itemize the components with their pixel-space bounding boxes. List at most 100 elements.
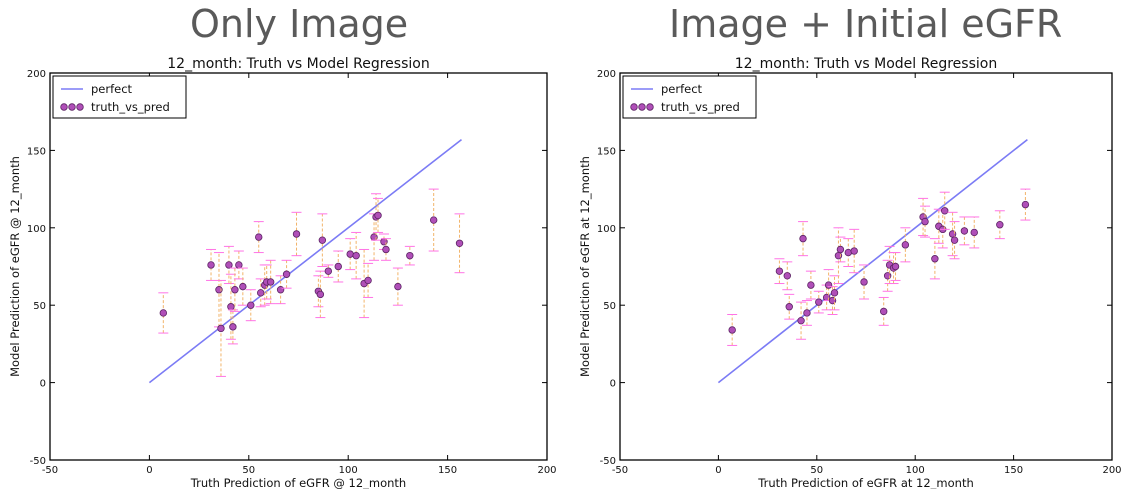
data-point [239, 282, 247, 291]
x-tick-label: 200 [537, 465, 556, 476]
data-point [324, 267, 333, 275]
y-tick-label: 100 [597, 224, 616, 235]
data-point [850, 247, 858, 255]
legend-point-swatch [60, 103, 68, 111]
data-point [775, 267, 784, 275]
legend-point-swatch [638, 103, 646, 111]
plot-frame [619, 72, 1113, 461]
y-tick-label: -50 [600, 456, 616, 467]
legend-label-perfect: perfect [91, 82, 133, 96]
data-point [282, 270, 291, 278]
data-point [860, 278, 868, 286]
x-axis-label: Truth Prediction of eGFR @ 12_month [190, 476, 406, 489]
y-tick-label: 50 [33, 301, 46, 312]
x-tick-label: 50 [242, 465, 255, 476]
data-point [352, 251, 360, 260]
x-tick-label: 200 [1102, 465, 1121, 476]
data-point [374, 211, 382, 220]
data-point [276, 286, 285, 294]
data-point [836, 245, 845, 254]
y-tick-label: -50 [30, 456, 46, 467]
x-tick-label: 150 [1004, 465, 1023, 476]
data-point [227, 303, 235, 311]
x-tick-label: 100 [906, 465, 925, 476]
y-tick-label: 150 [27, 146, 46, 157]
data-point [382, 245, 390, 254]
x-tick-label: -50 [612, 465, 628, 476]
data-point [346, 250, 354, 258]
data-point [815, 298, 823, 306]
panel-heading-only-image: Only Image [190, 2, 409, 46]
x-tick-label: -50 [42, 465, 58, 476]
data-point [229, 323, 237, 331]
legend-box [52, 75, 187, 119]
legend-point-swatch [68, 103, 76, 111]
y-tick-label: 100 [27, 224, 46, 235]
data-point [880, 307, 888, 316]
data-point [217, 324, 225, 333]
data-point [364, 276, 372, 285]
legend-box [622, 75, 757, 119]
data-point [455, 239, 464, 247]
x-tick-label: 50 [810, 465, 823, 476]
legend-label-truth-vs-pred: truth_vs_pred [661, 100, 740, 114]
data-point [318, 236, 327, 244]
data-point [941, 207, 949, 215]
y-axis-label: Model Prediction of eGFR at 12_month [578, 156, 592, 377]
x-tick-label: 0 [715, 465, 721, 476]
data-point [231, 286, 239, 294]
data-point [797, 316, 805, 325]
data-point [266, 278, 275, 286]
y-axis-label: Model Prediction of eGFR @ 12_month [8, 156, 22, 377]
data-point [247, 301, 255, 309]
data-point [921, 217, 929, 226]
data-point [235, 261, 243, 269]
data-point [334, 262, 342, 271]
chart-title: 12_month: Truth vs Model Regression [167, 56, 429, 72]
data-point [960, 227, 969, 235]
legend-point-swatch [630, 103, 638, 111]
data-point [728, 326, 736, 334]
perfect-line [148, 138, 462, 384]
data-point [1021, 200, 1030, 209]
data-point [799, 234, 807, 243]
x-tick-label: 100 [339, 465, 358, 476]
data-point [996, 221, 1004, 229]
data-point [950, 236, 959, 244]
x-tick-label: 0 [146, 465, 152, 476]
perfect-line [717, 138, 1028, 384]
data-point [159, 309, 168, 317]
legend-point-swatch [646, 103, 654, 111]
data-point [207, 261, 215, 269]
data-point [807, 281, 815, 289]
plot-frame [49, 72, 548, 461]
panel-heading-image-initial-egfr: Image + Initial eGFR [669, 2, 1063, 46]
y-tick-label: 50 [603, 301, 616, 312]
data-point [255, 233, 263, 241]
data-point [394, 282, 402, 291]
data-point [257, 289, 265, 297]
legend: perfect truth_vs_pred [622, 75, 757, 119]
data-point [785, 303, 793, 311]
data-point [292, 230, 301, 238]
data-point [891, 262, 900, 271]
x-tick-label: 150 [438, 465, 457, 476]
data-point [783, 272, 791, 280]
x-axis-label: Truth Prediction of eGFR at 12_month [757, 476, 974, 489]
y-tick-label: 0 [40, 379, 46, 390]
plot-panel-1: 12_month: Truth vs Model Regression -50 0 5… [8, 56, 557, 489]
data-point [803, 309, 811, 317]
y-tick-label: 200 [597, 69, 616, 80]
y-tick-label: 200 [27, 69, 46, 80]
legend-label-truth-vs-pred: truth_vs_pred [91, 100, 170, 114]
y-tick-label: 150 [597, 146, 616, 157]
y-tick-label: 0 [610, 379, 616, 390]
data-point [830, 289, 839, 297]
data-point [970, 228, 978, 237]
data-point [931, 255, 939, 263]
data-point [901, 241, 910, 249]
data-point [225, 261, 233, 269]
legend-label-perfect: perfect [661, 82, 703, 96]
legend: perfect truth_vs_pred [52, 75, 187, 119]
